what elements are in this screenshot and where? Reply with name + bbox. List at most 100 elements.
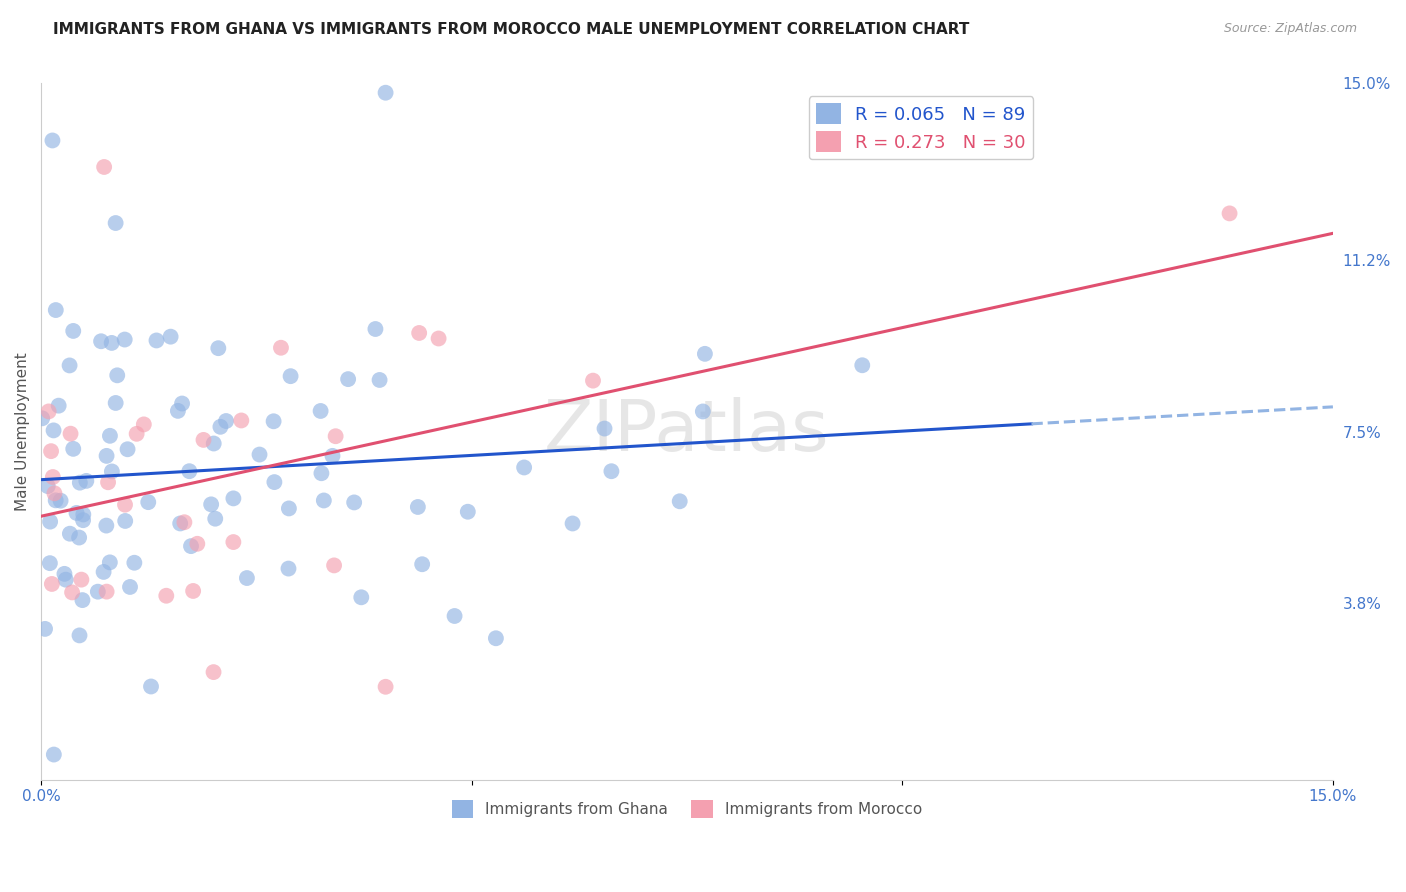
Point [62, 324, 84, 338]
Point [309, 404, 332, 418]
Point [693, 347, 716, 361]
Point [31, 411, 53, 425]
Point [193, 433, 215, 447]
Point [411, 558, 433, 572]
Point [204, 511, 226, 525]
Point [114, 514, 136, 528]
Point [136, 495, 159, 509]
Point [222, 535, 245, 549]
Point [593, 421, 616, 435]
Point [60, 585, 83, 599]
Point [312, 493, 335, 508]
Point [167, 404, 190, 418]
Point [668, 494, 690, 508]
Point [42, 747, 65, 762]
Point [561, 516, 583, 531]
Point [159, 329, 181, 343]
Point [125, 426, 148, 441]
Point [48, 399, 70, 413]
Point [93, 160, 115, 174]
Point [72, 508, 94, 522]
Point [408, 326, 430, 340]
Y-axis label: Male Unemployment: Male Unemployment [15, 352, 30, 511]
Point [200, 497, 222, 511]
Point [443, 609, 465, 624]
Point [321, 449, 343, 463]
Point [117, 442, 139, 457]
Point [582, 374, 605, 388]
Point [180, 539, 202, 553]
Point [49, 493, 72, 508]
Point [1219, 206, 1241, 220]
Point [374, 86, 396, 100]
Point [93, 565, 115, 579]
Point [96, 518, 118, 533]
Point [42, 470, 65, 484]
Point [39, 444, 62, 458]
Point [45, 303, 67, 318]
Point [39, 515, 62, 529]
Point [96, 584, 118, 599]
Point [42, 423, 65, 437]
Point [231, 413, 253, 427]
Point [368, 373, 391, 387]
Point [44, 486, 66, 500]
Point [374, 680, 396, 694]
Point [350, 591, 373, 605]
Point [186, 537, 208, 551]
Point [263, 414, 285, 428]
Point [311, 467, 333, 481]
Text: Source: ZipAtlas.com: Source: ZipAtlas.com [1223, 22, 1357, 36]
Point [72, 593, 94, 607]
Point [202, 665, 225, 679]
Point [41, 577, 63, 591]
Point [62, 442, 84, 456]
Point [406, 500, 429, 514]
Point [41, 133, 63, 147]
Point [181, 584, 204, 599]
Point [98, 429, 121, 443]
Point [343, 495, 366, 509]
Point [280, 369, 302, 384]
Point [105, 368, 128, 383]
Point [215, 414, 238, 428]
Legend: Immigrants from Ghana, Immigrants from Morocco: Immigrants from Ghana, Immigrants from M… [446, 794, 928, 824]
Point [427, 331, 450, 345]
Point [457, 505, 479, 519]
Point [124, 556, 146, 570]
Point [179, 464, 201, 478]
Point [97, 475, 120, 490]
Point [67, 531, 90, 545]
Point [249, 448, 271, 462]
Point [337, 372, 360, 386]
Point [277, 561, 299, 575]
Point [75, 474, 97, 488]
Point [101, 465, 124, 479]
Point [209, 419, 232, 434]
Point [38, 556, 60, 570]
Point [69, 628, 91, 642]
Point [37, 479, 59, 493]
Point [169, 516, 191, 531]
Point [90, 334, 112, 349]
Point [104, 216, 127, 230]
Text: ZIPatlas: ZIPatlas [544, 397, 830, 466]
Point [70, 573, 93, 587]
Point [513, 460, 536, 475]
Point [65, 506, 87, 520]
Point [45, 493, 67, 508]
Point [173, 515, 195, 529]
Point [59, 426, 82, 441]
Point [104, 396, 127, 410]
Point [53, 566, 76, 581]
Point [692, 404, 714, 418]
Point [600, 464, 623, 478]
Point [132, 417, 155, 432]
Point [277, 501, 299, 516]
Point [100, 335, 122, 350]
Point [38, 404, 60, 418]
Point [270, 341, 292, 355]
Point [170, 396, 193, 410]
Point [364, 322, 387, 336]
Point [323, 558, 346, 573]
